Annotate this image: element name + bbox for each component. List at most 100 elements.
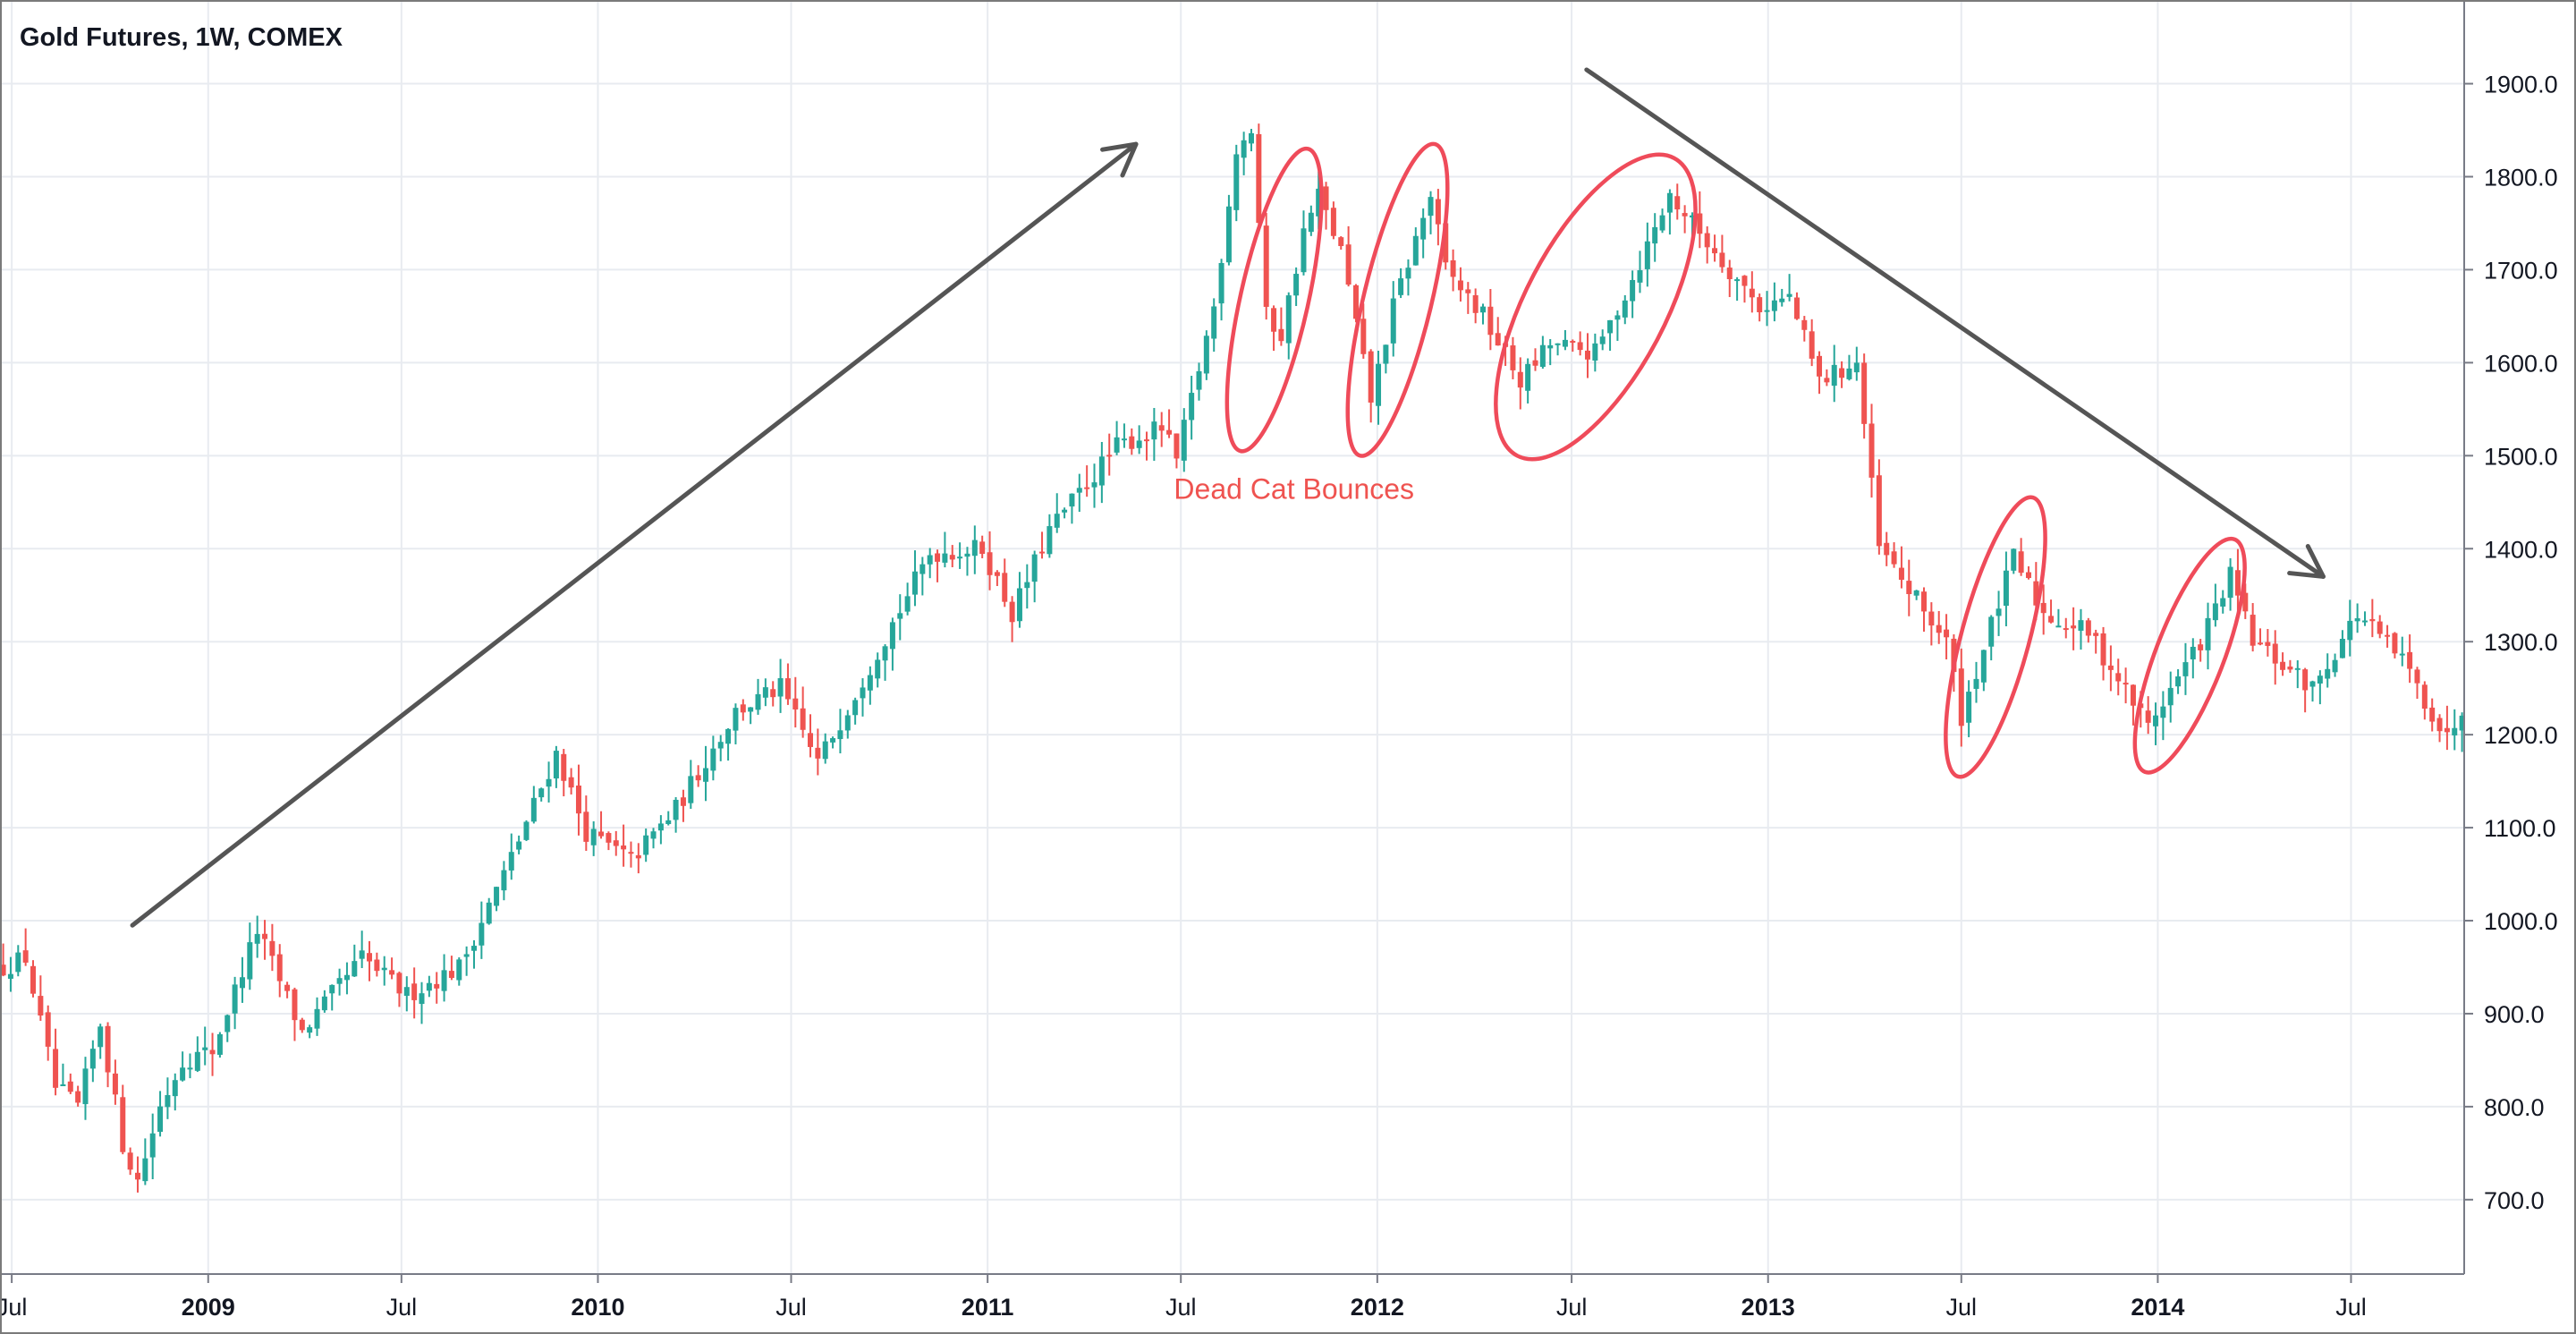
- candle: [314, 997, 320, 1036]
- candle: [479, 901, 485, 959]
- candle: [180, 1051, 186, 1082]
- candle: [2100, 626, 2106, 681]
- x-tick-label: 2013: [1741, 1294, 1795, 1321]
- candle: [1539, 336, 1546, 370]
- candle: [1719, 234, 1725, 273]
- candle: [770, 681, 776, 707]
- candle: [964, 547, 970, 576]
- candle: [112, 1059, 118, 1105]
- candle: [1562, 329, 1568, 351]
- candle: [389, 957, 395, 980]
- candle: [815, 728, 821, 776]
- candle: [1383, 344, 1389, 374]
- candle: [2160, 691, 2166, 741]
- candle: [2040, 584, 2046, 635]
- candle: [448, 956, 454, 981]
- candle: [1599, 329, 1606, 351]
- candle: [561, 749, 567, 797]
- y-tick-label: 1500.0: [2484, 443, 2558, 470]
- candle: [202, 1026, 208, 1066]
- bounce-ellipse: [1224, 146, 1324, 454]
- candle: [2377, 615, 2383, 639]
- candle: [1308, 205, 1314, 236]
- candle: [695, 765, 701, 787]
- candle: [1846, 354, 1852, 381]
- candle: [1203, 330, 1209, 380]
- candle: [2085, 617, 2091, 643]
- y-tick-label: 1300.0: [2484, 629, 2558, 656]
- candle: [2250, 603, 2256, 652]
- candle: [1046, 514, 1053, 558]
- candle: [1831, 344, 1837, 403]
- candle: [1472, 288, 1479, 324]
- candle: [1368, 349, 1374, 423]
- candle: [568, 768, 574, 794]
- candle: [1338, 236, 1344, 250]
- candle: [1323, 182, 1329, 230]
- candle: [710, 735, 716, 781]
- bounce-ellipse: [1944, 495, 2047, 779]
- candle: [1697, 191, 1703, 249]
- candle: [628, 841, 634, 868]
- candle: [2385, 625, 2391, 648]
- candle: [2302, 667, 2309, 713]
- candle: [837, 709, 843, 754]
- candle: [2107, 645, 2114, 692]
- candle: [329, 984, 335, 1011]
- candle: [1301, 210, 1307, 276]
- candle: [897, 594, 903, 641]
- candle: [1263, 212, 1269, 320]
- candle: [1630, 270, 1636, 319]
- candle: [1091, 463, 1097, 508]
- candle: [1532, 348, 1538, 371]
- candle: [2220, 590, 2226, 614]
- x-tick-label: 2011: [962, 1294, 1014, 1321]
- candle: [911, 550, 918, 607]
- candle: [2459, 712, 2465, 752]
- candle: [717, 735, 724, 761]
- candle: [1196, 362, 1202, 401]
- candle: [1271, 305, 1277, 352]
- time-axis[interactable]: Jul 2009 Jul 2010 Jul 2011 Jul 2012 Jul 2013 Jul 20…: [0, 1274, 2367, 1321]
- candle: [149, 1113, 156, 1180]
- candle: [1958, 648, 1964, 747]
- candle: [516, 835, 522, 854]
- candle: [1861, 353, 1868, 439]
- candle: [1973, 661, 1979, 703]
- candle: [1062, 507, 1068, 519]
- candle: [120, 1084, 126, 1155]
- candle: [1002, 558, 1008, 608]
- candle: [2294, 660, 2301, 689]
- candle: [1614, 310, 1621, 341]
- candle: [725, 727, 732, 761]
- candle: [2078, 608, 2084, 650]
- candle: [2093, 629, 2099, 654]
- candle: [0, 943, 6, 977]
- y-tick-label: 900.0: [2484, 1001, 2545, 1028]
- candle: [680, 789, 686, 822]
- price-axis[interactable]: 700.0 800.0 900.0 1000.0 1100.0 1200.0 1300.0 1…: [2464, 72, 2558, 1214]
- candle: [1241, 132, 1247, 175]
- candle: [1069, 493, 1075, 524]
- candle: [1779, 288, 1785, 307]
- candle: [882, 644, 888, 681]
- candle: [352, 944, 358, 977]
- candle: [292, 987, 298, 1041]
- candle: [2280, 652, 2286, 676]
- candle: [299, 1017, 305, 1033]
- candle: [1054, 493, 1060, 533]
- candle: [2325, 653, 2331, 688]
- annotation-dead-cat-bounces: Dead Cat Bounces: [1174, 473, 1414, 506]
- x-tick-label: Jul: [775, 1294, 807, 1321]
- candle: [2198, 639, 2204, 662]
- y-tick-label: 1400.0: [2484, 536, 2558, 563]
- y-tick-label: 800.0: [2484, 1094, 2545, 1121]
- candle: [1435, 189, 1441, 246]
- candle: [1793, 292, 1800, 320]
- candle: [1420, 208, 1427, 259]
- annotation-overlays: [130, 67, 2326, 928]
- candle: [1801, 316, 1808, 342]
- candle: [830, 736, 836, 749]
- candle: [2421, 681, 2428, 720]
- candle: [575, 764, 581, 836]
